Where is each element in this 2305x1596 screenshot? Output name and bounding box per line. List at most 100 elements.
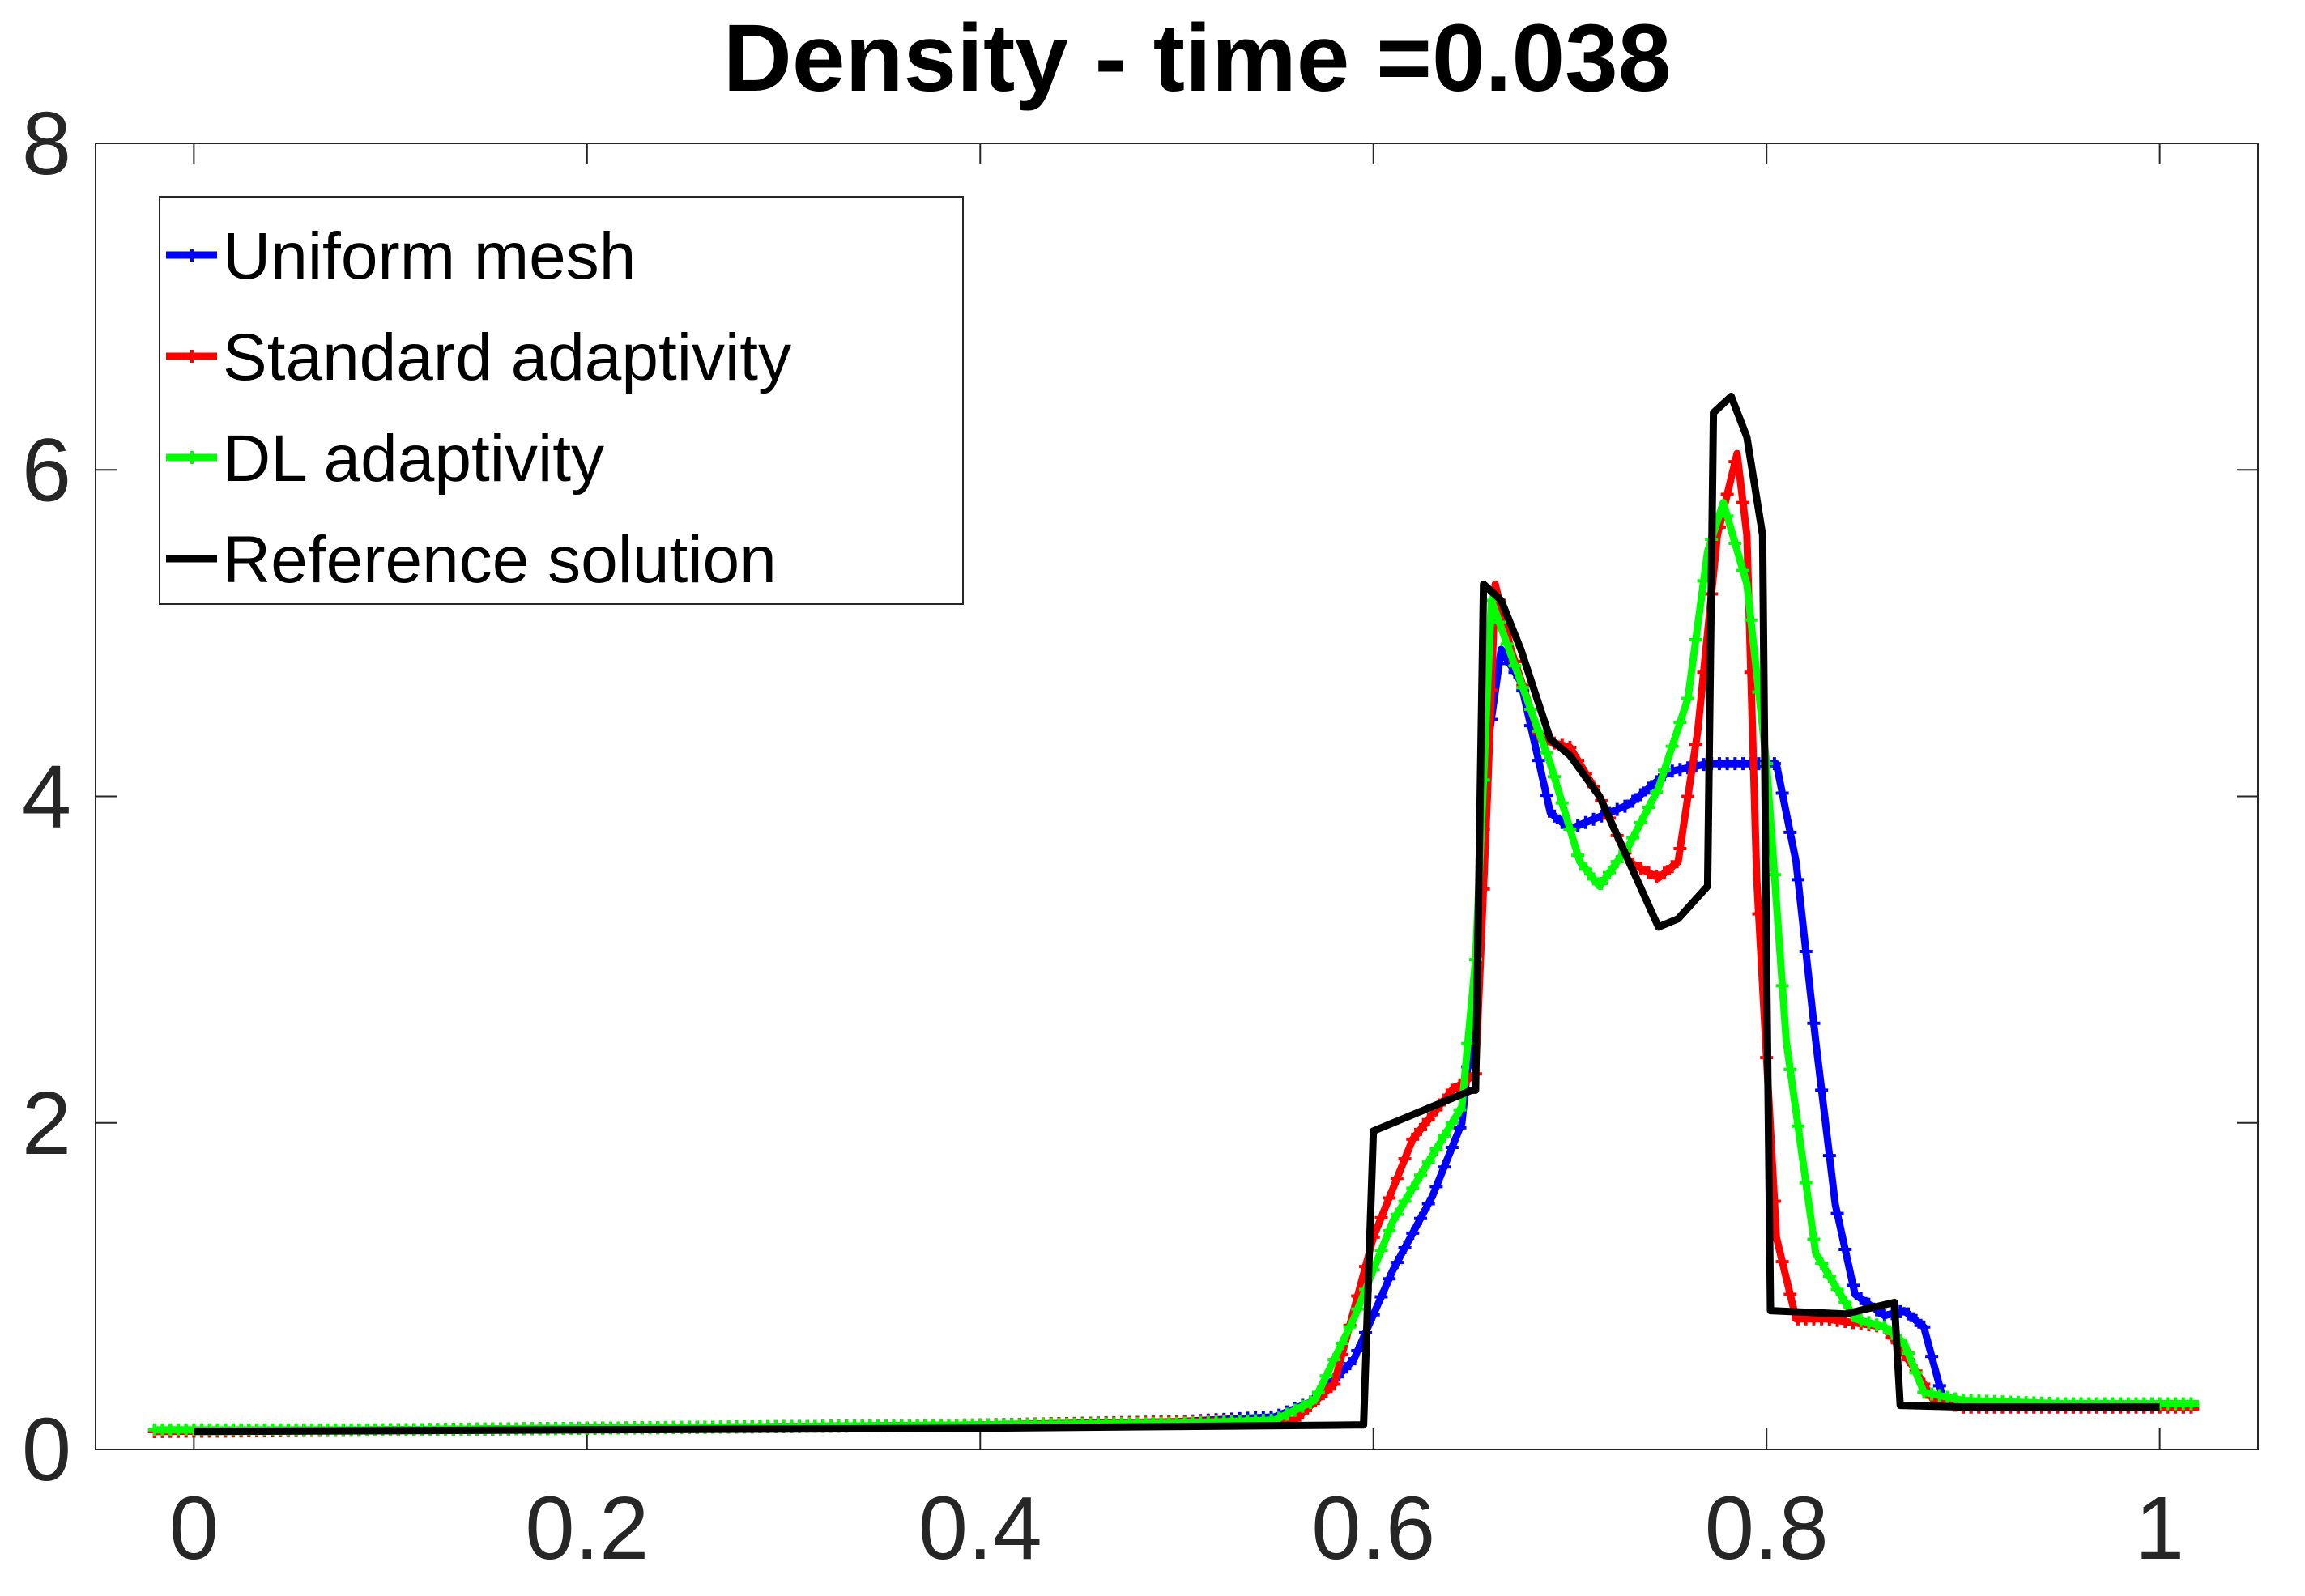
series-marker — [1799, 945, 1813, 959]
series-marker — [1413, 1168, 1427, 1182]
series-marker — [1783, 825, 1797, 839]
series-marker — [1642, 866, 1655, 879]
series-marker — [1642, 781, 1655, 795]
series-marker — [1351, 1344, 1365, 1358]
series-marker — [1941, 1390, 1954, 1404]
series-marker — [1822, 1270, 1836, 1283]
series-marker — [1500, 637, 1514, 651]
series-marker — [1319, 1369, 1333, 1383]
series-marker — [1642, 800, 1655, 814]
series-marker — [1304, 1395, 1318, 1409]
series-marker — [1453, 1103, 1467, 1117]
series-marker — [1736, 564, 1750, 577]
series-marker — [1792, 873, 1805, 887]
series-marker — [1783, 1287, 1797, 1301]
series-3 — [194, 393, 2160, 1436]
legend-marker — [185, 451, 198, 464]
series-marker — [1508, 659, 1522, 673]
series-marker — [1406, 1132, 1420, 1146]
series-marker — [1603, 866, 1616, 879]
legend-marker — [185, 350, 198, 363]
series-marker — [1744, 613, 1758, 627]
chart-title: Density - time =0.038 — [723, 5, 1672, 112]
series-marker — [1775, 979, 1789, 993]
series-marker — [1311, 1385, 1325, 1399]
series-marker — [1610, 802, 1624, 816]
series-marker — [1830, 1207, 1844, 1220]
series-marker — [1493, 615, 1506, 629]
series-marker — [1846, 1279, 1860, 1292]
series-layer — [147, 393, 2200, 1438]
legend-item: DL adaptivity — [166, 422, 604, 496]
series-marker — [1579, 862, 1592, 876]
series-marker — [1909, 1313, 1923, 1327]
series-marker — [1288, 1403, 1302, 1417]
series-marker — [1799, 1176, 1813, 1190]
series-marker — [1854, 1292, 1868, 1305]
series-marker — [1398, 1194, 1412, 1208]
series-marker — [1327, 1353, 1341, 1367]
series-marker — [1296, 1399, 1310, 1413]
series-marker — [1665, 739, 1679, 753]
series-marker — [1815, 1257, 1829, 1270]
series-marker — [2184, 1397, 2198, 1411]
series-marker — [1618, 799, 1632, 813]
legend-item: Uniform mesh — [166, 219, 636, 293]
y-tick-label: 0 — [22, 1400, 71, 1500]
series-marker — [1807, 1016, 1821, 1030]
series-marker — [1540, 746, 1553, 760]
x-tick-label: 0.6 — [1311, 1479, 1435, 1578]
legend-label: Reference solution — [223, 523, 777, 597]
series-marker — [1335, 1336, 1348, 1350]
x-tick-label: 0.8 — [1705, 1479, 1829, 1578]
series-marker — [1877, 1320, 1891, 1334]
y-tick-label: 6 — [22, 420, 71, 520]
series-marker — [1540, 789, 1553, 802]
series-marker — [1421, 1113, 1435, 1126]
series-marker — [1438, 1129, 1451, 1143]
series-marker — [1461, 1036, 1475, 1050]
series-marker — [1815, 1083, 1829, 1097]
series-marker — [1949, 1392, 1962, 1406]
series-marker — [1374, 1211, 1388, 1224]
series-marker — [1571, 819, 1585, 832]
series-marker — [1681, 789, 1695, 803]
legend-item: Standard adaptivity — [166, 321, 791, 394]
series-marker — [1917, 1385, 1931, 1399]
series-marker — [1429, 1143, 1443, 1156]
series-marker — [1343, 1357, 1357, 1371]
series-marker — [1838, 1296, 1852, 1309]
series-marker — [1736, 496, 1750, 509]
series-marker — [1822, 1149, 1836, 1163]
series-marker — [1571, 849, 1585, 862]
series-marker — [1587, 872, 1600, 886]
series-marker — [1390, 1172, 1404, 1185]
series-marker — [1555, 796, 1569, 810]
series-marker — [1901, 1347, 1915, 1360]
legend-label: Uniform mesh — [223, 219, 636, 293]
series-marker — [1421, 1197, 1435, 1211]
series-marker — [1862, 1316, 1876, 1330]
series-marker — [1673, 716, 1687, 730]
series-marker — [1689, 632, 1702, 646]
series-marker — [1665, 860, 1679, 874]
series-line — [194, 393, 2160, 1436]
series-marker — [1579, 815, 1592, 829]
series-marker — [1720, 487, 1734, 501]
legend-label: Standard adaptivity — [223, 321, 791, 394]
series-marker — [1406, 1226, 1420, 1240]
series-marker — [1445, 1140, 1459, 1154]
series-marker — [1548, 770, 1562, 784]
series-marker — [1925, 1387, 1939, 1401]
series-marker — [1767, 868, 1781, 882]
x-tick-label: 0.2 — [525, 1479, 649, 1578]
y-tick-label: 8 — [22, 94, 71, 194]
series-marker — [1901, 1307, 1915, 1321]
x-tick-label: 1 — [2135, 1479, 2184, 1578]
series-marker — [1406, 1181, 1420, 1195]
series-marker — [1650, 870, 1664, 883]
series-marker — [1650, 785, 1664, 799]
series-marker — [1532, 754, 1545, 768]
series-marker — [1728, 536, 1742, 550]
